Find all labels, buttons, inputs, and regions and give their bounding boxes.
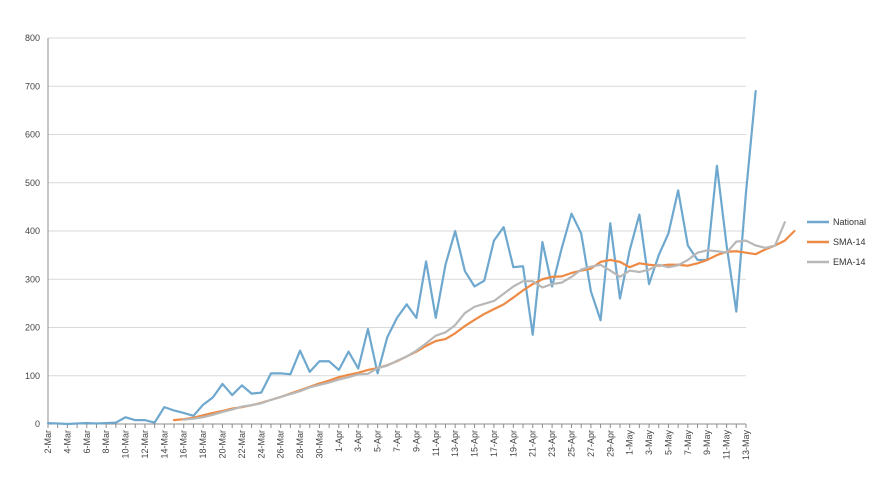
y-tick-label: 600 bbox=[25, 130, 40, 140]
y-tick-label: 300 bbox=[25, 274, 40, 284]
x-tick-label: 6-Mar bbox=[82, 430, 92, 454]
x-tick-label: 10-Mar bbox=[121, 430, 131, 459]
x-tick-label: 23-Apr bbox=[547, 430, 557, 457]
x-tick-label: 26-Mar bbox=[276, 430, 286, 459]
x-tick-label: 5-Apr bbox=[373, 430, 383, 452]
y-tick-label: 100 bbox=[25, 371, 40, 381]
legend-label: National bbox=[833, 217, 866, 227]
x-tick-label: 28-Mar bbox=[295, 430, 305, 459]
x-tick-label: 17-Apr bbox=[489, 430, 499, 457]
x-tick-label: 11-Apr bbox=[431, 430, 441, 456]
x-tick-label: 13-Apr bbox=[450, 430, 460, 457]
x-tick-label: 9-Apr bbox=[411, 430, 421, 452]
x-tick-label: 24-Mar bbox=[256, 430, 266, 459]
legend-label: SMA-14 bbox=[833, 237, 866, 247]
x-tick-label: 30-Mar bbox=[314, 430, 324, 459]
series-line-ema-14 bbox=[182, 221, 786, 421]
grid-lines bbox=[48, 37, 746, 425]
x-tick-label: 7-May bbox=[683, 430, 693, 456]
legend-label: EMA-14 bbox=[833, 257, 866, 267]
legend: National SMA-14 EMA-14 bbox=[807, 217, 866, 267]
x-tick-label: 4-Mar bbox=[62, 430, 72, 454]
x-tick-label: 13-May bbox=[741, 430, 751, 461]
x-tick-label: 3-May bbox=[644, 430, 654, 456]
x-tick-label: 27-Apr bbox=[586, 430, 596, 457]
series-layer bbox=[46, 89, 796, 426]
x-tick-label: 18-Mar bbox=[198, 430, 208, 459]
y-tick-label: 800 bbox=[25, 33, 40, 43]
y-axis: 0 100 200 300 400 500 600 700 800 bbox=[25, 33, 49, 429]
x-tick-label: 7-Apr bbox=[392, 430, 402, 452]
x-tick-label: 25-Apr bbox=[567, 430, 577, 457]
y-tick-label: 400 bbox=[25, 226, 40, 236]
y-tick-label: 700 bbox=[25, 81, 40, 91]
y-tick-label: 0 bbox=[35, 419, 40, 429]
x-tick-label: 1-Apr bbox=[334, 430, 344, 452]
x-tick-label: 11-May bbox=[722, 430, 732, 460]
x-tick-label: 15-Apr bbox=[470, 430, 480, 457]
series-line-national bbox=[46, 89, 757, 426]
x-tick-label: 22-Mar bbox=[237, 430, 247, 459]
x-tick-label: 12-Mar bbox=[140, 430, 150, 459]
x-tick-label: 16-Mar bbox=[179, 430, 189, 459]
y-tick-label: 500 bbox=[25, 178, 40, 188]
x-tick-label: 21-Apr bbox=[528, 430, 538, 457]
y-tick-label: 200 bbox=[25, 323, 40, 333]
x-tick-label: 5-May bbox=[663, 430, 673, 456]
x-tick-label: 20-Mar bbox=[218, 430, 228, 459]
x-tick-label: 29-Apr bbox=[605, 430, 615, 457]
x-axis: 2-Mar 4-Mar 6-Mar 8-Mar 10-Mar 12-Mar 14-Mar 16… bbox=[43, 423, 751, 461]
x-tick-label: 2-Mar bbox=[43, 430, 53, 454]
x-tick-label: 8-Mar bbox=[101, 430, 111, 454]
x-tick-label: 1-May bbox=[625, 430, 635, 456]
x-tick-label: 9-May bbox=[702, 430, 712, 456]
x-tick-label: 19-Apr bbox=[508, 430, 518, 457]
x-tick-label: 3-Apr bbox=[353, 430, 363, 452]
x-tick-label: 14-Mar bbox=[159, 430, 169, 459]
